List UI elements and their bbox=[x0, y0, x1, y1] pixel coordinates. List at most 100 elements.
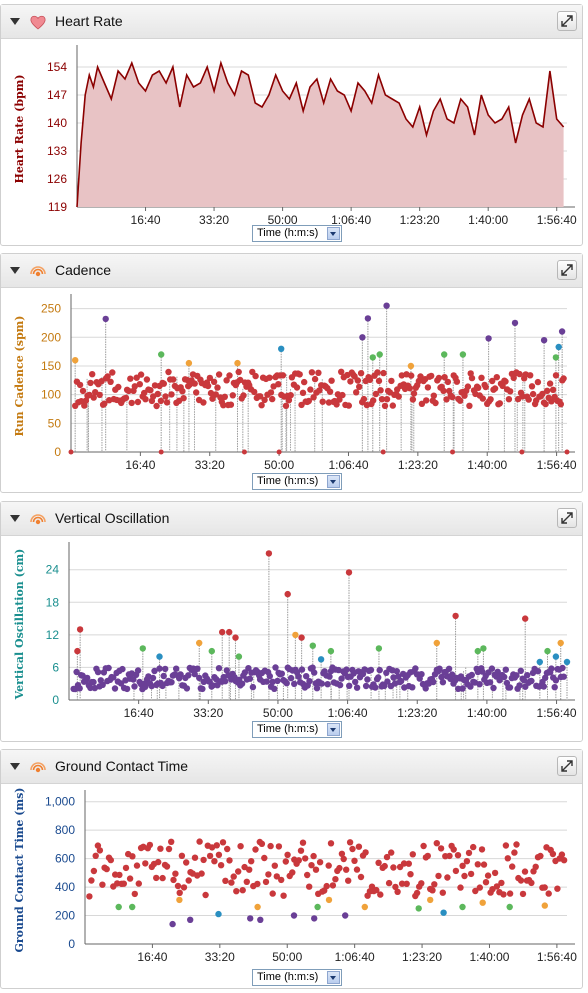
data-point bbox=[472, 887, 479, 895]
data-point bbox=[318, 680, 325, 687]
data-point bbox=[407, 871, 414, 878]
data-point bbox=[158, 449, 164, 455]
data-point bbox=[296, 371, 303, 378]
collapse-triangle-icon[interactable] bbox=[10, 515, 20, 522]
data-point bbox=[532, 863, 539, 870]
x-tick-label: 50:00 bbox=[263, 706, 293, 718]
data-point bbox=[545, 890, 552, 897]
expand-button[interactable] bbox=[557, 756, 577, 776]
data-point bbox=[558, 851, 566, 858]
data-point bbox=[468, 671, 475, 679]
data-point bbox=[79, 387, 87, 395]
data-point bbox=[131, 383, 138, 390]
data-point bbox=[68, 449, 74, 455]
data-point bbox=[273, 873, 280, 880]
y-tick-label: 0 bbox=[68, 937, 75, 951]
data-point bbox=[143, 376, 151, 383]
collapse-triangle-icon[interactable] bbox=[10, 18, 20, 25]
data-point bbox=[120, 880, 128, 887]
data-point bbox=[431, 881, 438, 888]
data-point bbox=[384, 678, 391, 685]
y-axis-label: Heart Rate (bpm) bbox=[13, 74, 26, 183]
data-point bbox=[546, 380, 554, 387]
panel-header[interactable]: Cadence bbox=[1, 254, 582, 288]
collapse-triangle-icon[interactable] bbox=[10, 267, 20, 274]
data-point bbox=[222, 877, 229, 884]
data-point bbox=[275, 843, 283, 850]
y-tick-label: 1,000 bbox=[45, 795, 75, 809]
data-point bbox=[340, 855, 347, 863]
data-point bbox=[90, 678, 97, 686]
data-point bbox=[328, 377, 335, 384]
data-point-highlighted bbox=[383, 302, 390, 309]
expand-button[interactable] bbox=[557, 508, 577, 528]
data-point bbox=[366, 376, 374, 383]
data-point bbox=[540, 683, 547, 690]
data-point bbox=[306, 678, 313, 685]
time-unit-select[interactable]: Time (h:m:s) bbox=[252, 473, 342, 490]
data-point bbox=[165, 368, 172, 376]
panel-title: Cadence bbox=[55, 262, 112, 278]
data-point bbox=[94, 668, 102, 676]
data-point bbox=[517, 667, 524, 674]
data-point bbox=[180, 884, 188, 891]
panel-title: Ground Contact Time bbox=[55, 758, 189, 774]
time-unit-select[interactable]: Time (h:m:s) bbox=[252, 225, 342, 242]
dropdown-arrow-icon[interactable] bbox=[327, 971, 340, 984]
data-point bbox=[418, 880, 425, 887]
data-point bbox=[214, 384, 221, 391]
data-point bbox=[336, 864, 343, 872]
dropdown-arrow-icon[interactable] bbox=[327, 227, 340, 240]
dropdown-arrow-icon[interactable] bbox=[327, 723, 340, 736]
time-unit-select[interactable]: Time (h:m:s) bbox=[252, 969, 342, 986]
data-point bbox=[329, 882, 337, 889]
panel-header[interactable]: Vertical Oscillation bbox=[1, 502, 582, 536]
data-point bbox=[430, 678, 437, 686]
panel-header[interactable]: Heart Rate bbox=[1, 5, 582, 39]
data-point-highlighted bbox=[480, 645, 487, 652]
data-point bbox=[261, 396, 268, 404]
heart-icon bbox=[30, 15, 46, 30]
data-point bbox=[168, 679, 175, 686]
time-unit-select[interactable]: Time (h:m:s) bbox=[252, 721, 342, 738]
data-point-highlighted bbox=[544, 647, 551, 655]
data-point bbox=[126, 875, 134, 882]
data-point-highlighted bbox=[555, 343, 562, 351]
data-point bbox=[323, 882, 330, 890]
panel-header[interactable]: Ground Contact Time bbox=[1, 750, 582, 784]
data-point bbox=[351, 857, 358, 864]
data-point bbox=[170, 876, 177, 884]
data-point-highlighted bbox=[558, 328, 566, 335]
expand-button[interactable] bbox=[557, 11, 577, 31]
data-point bbox=[353, 389, 360, 396]
data-point bbox=[142, 683, 149, 690]
data-point bbox=[356, 383, 363, 390]
data-point bbox=[173, 665, 180, 672]
data-point bbox=[303, 673, 310, 680]
data-point bbox=[551, 684, 558, 691]
data-point-highlighted bbox=[506, 903, 513, 911]
expand-button[interactable] bbox=[557, 260, 577, 280]
data-point-highlighted bbox=[342, 912, 349, 919]
dropdown-arrow-icon[interactable] bbox=[327, 475, 340, 488]
data-point bbox=[196, 838, 203, 845]
data-point-highlighted bbox=[441, 351, 448, 358]
data-point bbox=[185, 877, 192, 884]
data-point bbox=[467, 870, 475, 878]
data-point bbox=[367, 666, 375, 674]
data-point-highlighted bbox=[219, 628, 226, 636]
data-point-highlighted bbox=[376, 351, 383, 358]
data-point bbox=[258, 402, 265, 409]
data-point bbox=[474, 861, 481, 868]
data-point bbox=[380, 369, 387, 377]
data-point bbox=[269, 395, 276, 403]
data-point bbox=[444, 874, 451, 881]
data-point bbox=[468, 374, 476, 382]
data-point bbox=[239, 887, 246, 894]
data-point bbox=[287, 674, 295, 682]
data-point bbox=[245, 665, 252, 672]
data-point bbox=[263, 678, 270, 685]
data-point bbox=[274, 677, 281, 685]
collapse-triangle-icon[interactable] bbox=[10, 763, 20, 770]
data-point bbox=[170, 376, 177, 383]
